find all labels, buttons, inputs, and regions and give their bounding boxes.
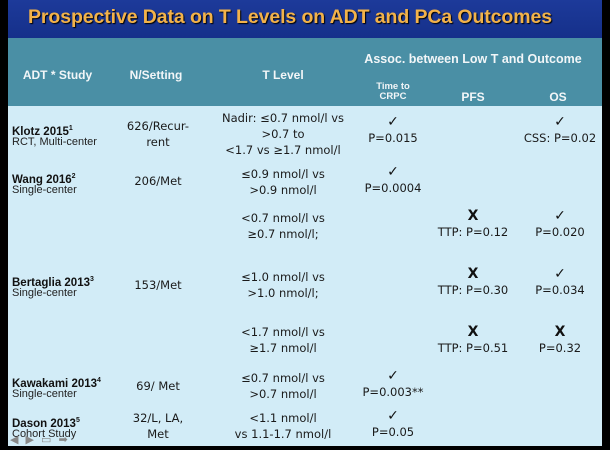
check-icon: ✓ (387, 164, 399, 180)
slide-nav-icons[interactable]: ◀ ▶ ▭ ➡ (10, 434, 70, 446)
crpc-result: ✓ P=0.003** (362, 368, 424, 399)
crpc-result: ✓ P=0.0004 (364, 164, 422, 195)
slide: Prospective Data on T Levels on ADT and … (8, 0, 602, 446)
study-setting: Cohort Study (12, 428, 77, 440)
slide-title: Prospective Data on T Levels on ADT and … (28, 6, 552, 28)
study-setting: Single-center (12, 388, 77, 400)
study-name: Wang 20162 (12, 173, 76, 186)
crpc-line2: CRPC (379, 91, 407, 102)
study-name: Klotz 20151 (12, 125, 73, 138)
os-result: ✓ P=0.034 (535, 266, 585, 297)
pfs-result: X TTP: P=0.12 (437, 208, 509, 239)
study-setting: Single-center (12, 184, 77, 196)
t-level: <1.1 nmol/l vs 1.1-1.7 nmol/l (234, 411, 332, 441)
n-setting: 626/Recur-rent (126, 119, 190, 149)
crpc-result: ✓ P=0.015 (368, 114, 418, 145)
t-level: <1.7 nmol/l vs ≥1.7 nmol/l (241, 325, 325, 355)
crpc-line1: Time to (376, 81, 410, 92)
x-icon: X (554, 324, 566, 340)
t-level: Nadir: ≤0.7 nmol/l vs >0.7 to <1.7 vs ≥1.7… (221, 111, 345, 157)
x-icon: X (467, 266, 479, 282)
pfs-result: X TTP: P=0.51 (437, 324, 509, 355)
n-setting: 32/L, LA, Met (132, 411, 184, 441)
os-result: ✓ CSS: P=0.02 (523, 114, 597, 145)
header-os: OS (549, 90, 567, 104)
x-icon: X (467, 208, 479, 224)
t-level: <0.7 nmol/l vs ≥0.7 nmol/l; (241, 211, 325, 241)
n-setting: 153/Met (134, 278, 182, 292)
t-level: ≤1.0 nmol/l vs >1.0 nmol/l; (241, 270, 325, 300)
table-header: ADT * Study N/Setting T Level Assoc. bet… (8, 38, 602, 106)
study-setting: RCT, Multi-center (12, 136, 97, 148)
header-pfs: PFS (461, 90, 485, 104)
header-n-setting: N/Setting (129, 68, 183, 82)
study-setting: Single-center (12, 287, 77, 299)
t-level: ≤0.9 nmol/l vs >0.9 nmol/l (241, 167, 325, 197)
study-name: Kawakami 20134 (12, 377, 101, 390)
study-name: Dason 20135 (12, 417, 80, 430)
study-name: Bertaglia 20133 (12, 276, 94, 289)
os-result: X P=0.32 (538, 324, 582, 355)
check-icon: ✓ (554, 114, 566, 130)
table-body: Klotz 20151 RCT, Multi-center 626/Recur-… (8, 106, 602, 446)
x-icon: X (467, 324, 479, 340)
header-time-to-crpc: Time to CRPC (358, 82, 428, 102)
os-result: ✓ P=0.020 (535, 208, 585, 239)
check-icon: ✓ (387, 408, 399, 424)
header-study: ADT * Study (22, 68, 93, 82)
check-icon: ✓ (387, 114, 399, 130)
n-setting: 69/ Met (136, 379, 180, 393)
header-assoc: Assoc. between Low T and Outcome (364, 52, 582, 66)
n-setting: 206/Met (134, 174, 182, 188)
pfs-result: X TTP: P=0.30 (437, 266, 509, 297)
crpc-result: ✓ P=0.05 (371, 408, 415, 439)
check-icon: ✓ (387, 368, 399, 384)
title-bar: Prospective Data on T Levels on ADT and … (8, 0, 602, 38)
header-t-level: T Level (262, 68, 304, 82)
check-icon: ✓ (554, 208, 566, 224)
t-level: ≤0.7 nmol/l vs >0.7 nmol/l (241, 371, 325, 401)
check-icon: ✓ (554, 266, 566, 282)
